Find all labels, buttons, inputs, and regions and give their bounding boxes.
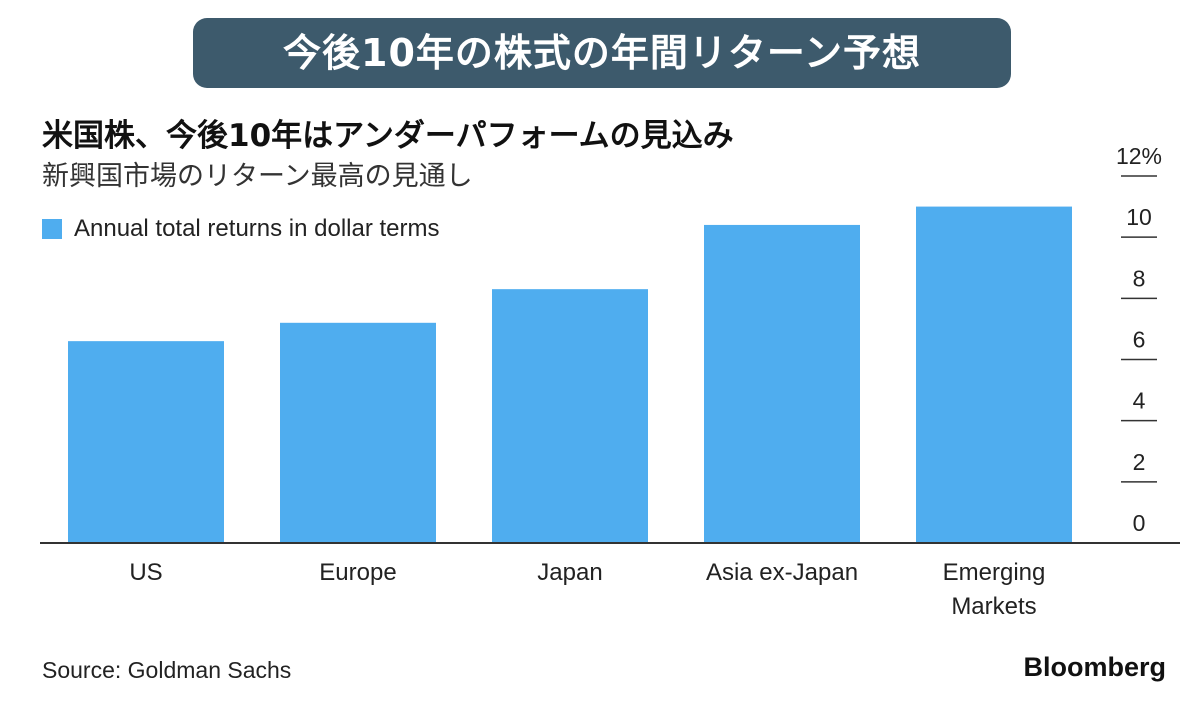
legend-label: Annual total returns in dollar terms (74, 215, 440, 242)
bar-1 (280, 322, 436, 543)
y-tick-label: 12% (1116, 143, 1162, 169)
legend-swatch (42, 219, 62, 239)
x-tick-label: US (129, 559, 162, 586)
bar-4 (916, 206, 1072, 544)
bar-0 (68, 341, 224, 543)
x-tick-label: Asia ex-Japan (706, 559, 858, 586)
y-tick-label: 4 (1133, 388, 1146, 414)
x-tick-label: Europe (319, 559, 396, 586)
chart-subtitle: 新興国市場のリターン最高の見通し (42, 161, 473, 192)
y-tick-label: 10 (1126, 204, 1152, 230)
y-tick-label: 6 (1133, 327, 1146, 353)
y-tick-label: 8 (1133, 265, 1146, 291)
bar-2 (492, 289, 648, 543)
bloomberg-logo: Bloomberg (1023, 652, 1166, 682)
x-tick-label: Japan (537, 559, 602, 586)
y-tick-label: 0 (1133, 510, 1146, 536)
chart-title: 米国株、今後10年はアンダーパフォームの見込み (42, 118, 734, 154)
x-tick-label: Emerging (943, 559, 1046, 586)
bar-3 (704, 224, 860, 543)
legend: Annual total returns in dollar terms (42, 214, 440, 244)
y-tick-label: 2 (1133, 449, 1146, 475)
banner-title: 今後10年の株式の年間リターン予想 (193, 18, 1011, 88)
source-note: Source: Goldman Sachs (42, 657, 292, 683)
x-tick-label: Markets (951, 593, 1036, 620)
